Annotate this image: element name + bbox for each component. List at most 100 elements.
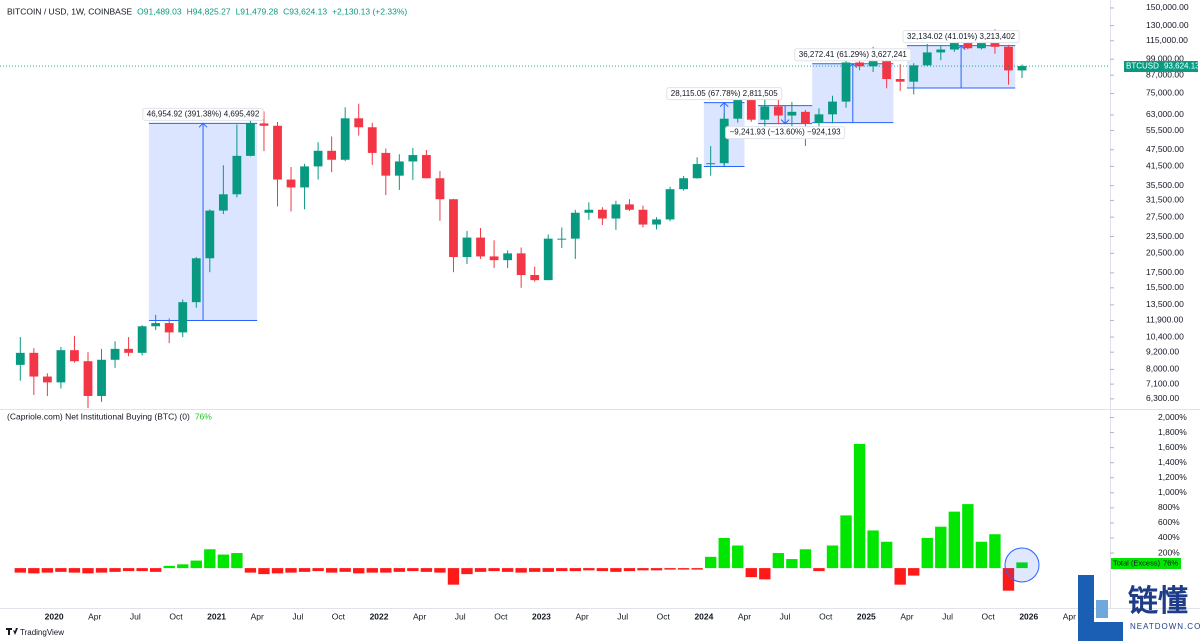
y-tick-label: 6,300.00 (1146, 393, 1179, 403)
y-tick-label: 1,800% (1158, 427, 1187, 437)
candle-body (137, 326, 147, 353)
bar (813, 568, 825, 572)
bar (1002, 568, 1015, 591)
y-tick-label: 23,500.00 (1146, 231, 1184, 241)
bar (231, 553, 243, 569)
y-tick-label: 1,400% (1158, 457, 1187, 467)
candle-body (124, 348, 133, 353)
x-tick-label: Apr (88, 611, 101, 621)
x-tick-label: Jul (292, 611, 303, 621)
bar (921, 537, 933, 569)
candle-body (313, 150, 323, 167)
bar (556, 568, 568, 572)
candle-body (205, 210, 215, 259)
x-tick-label: 2022 (370, 611, 389, 621)
bar (691, 568, 703, 570)
y-tick-label: 600% (1158, 517, 1180, 527)
candle-body (246, 123, 255, 156)
y-tick-label: 11,900.00 (1146, 315, 1183, 325)
x-tick-label: Oct (169, 611, 183, 621)
candle-body (191, 258, 201, 303)
candle-body (83, 361, 93, 396)
candle-body (110, 348, 120, 360)
bar (772, 553, 785, 569)
bar (474, 568, 487, 572)
y-tick-label: 27,500.00 (1146, 211, 1184, 221)
bar (664, 568, 676, 570)
measure-arrowhead (198, 122, 208, 128)
candle-body (692, 164, 702, 179)
bar (908, 568, 920, 576)
bar (380, 568, 392, 573)
x-tick-label: Apr (413, 611, 426, 621)
tag-box (1162, 61, 1198, 72)
candle-body (97, 359, 106, 396)
y-tick-label: 9,200.00 (1146, 346, 1179, 356)
bar (420, 568, 433, 572)
measure-label: 32,134.02 (41.01%) 3,213,402 (907, 32, 1016, 41)
candle-body (719, 118, 729, 164)
bar (325, 568, 338, 573)
bar (704, 556, 717, 569)
bar (217, 554, 230, 569)
brand: TradingView (20, 628, 64, 637)
candle-body (611, 204, 621, 219)
x-tick-label: 2024 (694, 611, 713, 621)
bar (542, 568, 554, 572)
watermark: 链懂 NEATDOWN.COM (1078, 575, 1200, 641)
candle-body (503, 253, 513, 261)
bar (393, 568, 406, 572)
tag-box (1161, 558, 1181, 569)
y-tick-label: 99,000.00 (1146, 53, 1184, 63)
x-tick-label: Jul (617, 611, 628, 621)
y-tick-label: 17,500.00 (1146, 267, 1184, 277)
candle-body (814, 114, 824, 124)
bar (407, 568, 419, 572)
y-tick-label: 20,500.00 (1146, 248, 1184, 258)
measure (906, 44, 1016, 89)
bar (799, 549, 812, 569)
x-tick-label: 2021 (207, 611, 226, 621)
x-tick-label: Oct (982, 611, 996, 621)
axes: 150,000.00 130,000.00 115,000.00 99,000.00 8… (45, 2, 1189, 621)
bar (894, 568, 906, 585)
x-tick-label: Jul (130, 611, 141, 621)
candle-body (381, 152, 391, 176)
bar (163, 565, 175, 569)
candle-body (746, 99, 756, 120)
y-tick-label: 87,000.00 (1146, 69, 1184, 79)
bar (745, 568, 757, 578)
candle-body (300, 166, 309, 188)
indicator-pane (14, 443, 1028, 591)
bar (718, 537, 730, 569)
candle-body (801, 111, 810, 124)
bar (149, 568, 162, 572)
watermark-text: 链懂 (1128, 584, 1188, 618)
bar (339, 568, 351, 572)
bar (826, 545, 839, 569)
candle-body (178, 302, 188, 333)
symbol: BITCOIN / USD, 1W, COINBASE (7, 6, 132, 16)
bar (867, 530, 879, 569)
bar (962, 504, 974, 569)
open: O91,489.03 (137, 6, 182, 16)
indicator-value: 76% (195, 411, 212, 421)
measure (812, 62, 894, 124)
candle-body (882, 55, 892, 80)
bar (975, 541, 988, 569)
x-tick-label: Apr (738, 611, 751, 621)
candle-body (625, 204, 634, 210)
bar (177, 564, 189, 569)
candle-body (286, 179, 296, 188)
candle-body (530, 275, 540, 281)
bar (41, 568, 54, 573)
x-tick-label: Jul (455, 611, 466, 621)
candle-body (164, 323, 174, 333)
y-tick-label: 13,500.00 (1146, 299, 1184, 309)
candle-body (773, 106, 783, 116)
footer: TradingView (6, 628, 64, 637)
candle-body (977, 41, 986, 49)
y-tick-label: 15,500.00 (1146, 282, 1184, 292)
x-tick-label: 2026 (1019, 611, 1038, 621)
